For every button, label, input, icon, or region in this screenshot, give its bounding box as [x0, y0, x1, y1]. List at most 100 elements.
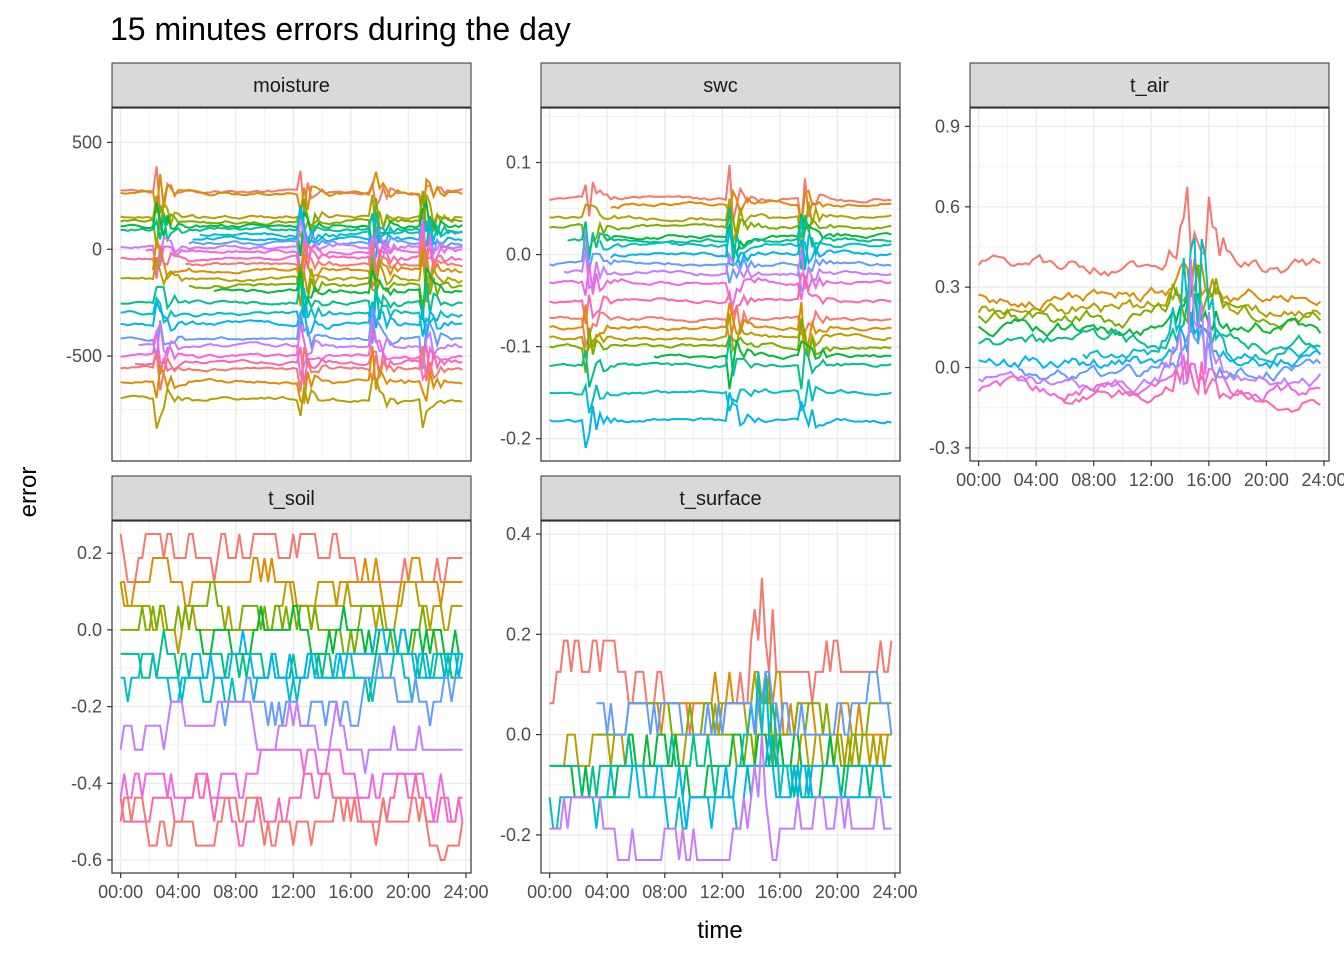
- y-tick-label: -0.4: [71, 773, 102, 793]
- series-line: [549, 230, 892, 293]
- y-tick-label: 0.9: [935, 116, 960, 136]
- series-line: [653, 339, 892, 390]
- panel-swc: swc 0.1 0.0 -0.1 -0.2: [500, 62, 901, 462]
- panel-border: [540, 107, 901, 462]
- series-line: [120, 307, 463, 370]
- series-line: [152, 238, 463, 293]
- series-line: [120, 288, 463, 344]
- facet-label: t_air: [1130, 75, 1169, 97]
- series-line: [549, 734, 892, 861]
- panel-border: [540, 520, 901, 874]
- facet-strip: [540, 475, 901, 521]
- series-line: [192, 209, 463, 268]
- y-tick-label: -0.2: [500, 825, 531, 845]
- series-line: [185, 237, 463, 282]
- series-line: [563, 248, 892, 290]
- y-tick-label: -0.2: [500, 429, 531, 449]
- panel-t_air: t_air 0.9 0.6 0.3 0.0 -0.3 00:00 04:00 08:00 12:0…: [929, 62, 1344, 490]
- series-lines: [120, 166, 463, 429]
- series-line: [977, 262, 1322, 320]
- y-tick-label: -500: [66, 346, 102, 366]
- y-tick-label: 0.6: [935, 197, 960, 217]
- series-line: [120, 199, 463, 257]
- series-line: [977, 352, 1321, 403]
- y-tick-label: 0.1: [506, 153, 531, 173]
- x-tick-label: 08:00: [642, 882, 687, 902]
- series-line: [120, 205, 463, 252]
- x-tick-label: 20:00: [1244, 470, 1289, 490]
- series-line: [119, 700, 463, 774]
- series-line: [1082, 237, 1322, 367]
- series-line: [549, 318, 892, 373]
- series-line: [549, 301, 892, 356]
- y-tick-label: 500: [72, 132, 102, 152]
- facet-label: t_soil: [268, 488, 315, 510]
- y-tick-label: 0.0: [506, 725, 531, 745]
- series-line: [120, 194, 463, 242]
- series-line: [549, 164, 892, 225]
- series-lines: [977, 186, 1322, 414]
- series-line: [120, 345, 463, 405]
- y-tick-label: 0: [92, 239, 102, 259]
- x-tick-label: 08:00: [213, 882, 258, 902]
- series-line: [978, 311, 1322, 370]
- panel-background: [112, 521, 471, 873]
- series-line: [977, 286, 1322, 338]
- y-tick-label: 0.0: [506, 245, 531, 265]
- grid-lines: [970, 108, 1329, 461]
- series-line: [145, 220, 463, 283]
- series-lines: [549, 164, 892, 449]
- series-line: [120, 298, 463, 341]
- series-line: [119, 533, 463, 583]
- series-line: [602, 213, 892, 258]
- series-line: [625, 734, 892, 830]
- series-line: [120, 652, 463, 703]
- x-tick-label: 08:00: [1071, 470, 1116, 490]
- x-tick-label: 12:00: [1129, 470, 1174, 490]
- y-tick-label: 0.3: [935, 277, 960, 297]
- panel-border: [111, 107, 472, 462]
- y-tick-label: -0.2: [71, 697, 102, 717]
- series-line: [567, 206, 892, 270]
- series-line: [596, 670, 893, 736]
- x-tick-label: 12:00: [700, 882, 745, 902]
- series-line: [120, 251, 463, 307]
- x-tick-label: 16:00: [328, 882, 373, 902]
- series-line: [977, 186, 1321, 278]
- y-tick-label: 0.0: [77, 620, 102, 640]
- y-tick-label: 0.4: [506, 524, 531, 544]
- y-tick-label: -0.3: [929, 438, 960, 458]
- series-lines: [548, 577, 893, 861]
- facet-strip: [540, 62, 901, 108]
- x-tick-label: 16:00: [1186, 470, 1231, 490]
- panel-background: [541, 521, 900, 873]
- series-line: [119, 796, 464, 861]
- panel-moisture: moisture 500 0 -500: [66, 62, 472, 462]
- series-line: [549, 263, 892, 308]
- series-line: [1060, 359, 1321, 414]
- series-line: [220, 653, 463, 727]
- panel-t_surface: t_surface 0.4 0.2 0.0 -0.2 00:00 04:00 08:00 12:…: [500, 475, 917, 902]
- facet-label: swc: [703, 75, 737, 97]
- x-tick-label: 20:00: [386, 882, 431, 902]
- series-line: [549, 304, 892, 350]
- series-line: [196, 604, 463, 655]
- series-line: [549, 392, 892, 449]
- x-tick-label: 00:00: [527, 882, 572, 902]
- x-tick-label: 24:00: [1301, 470, 1344, 490]
- series-line: [978, 258, 1322, 395]
- series-line: [134, 345, 463, 386]
- series-line: [188, 258, 463, 309]
- series-line: [610, 229, 892, 271]
- series-line: [549, 205, 892, 257]
- series-line: [120, 219, 463, 275]
- y-tick-label: -0.1: [500, 337, 531, 357]
- series-line: [549, 379, 892, 414]
- series-line: [120, 324, 463, 382]
- panel-border: [111, 520, 472, 874]
- x-tick-label: 00:00: [956, 470, 1001, 490]
- y-axis-title: error: [15, 467, 42, 518]
- series-line: [120, 277, 463, 330]
- series-line: [978, 293, 1321, 356]
